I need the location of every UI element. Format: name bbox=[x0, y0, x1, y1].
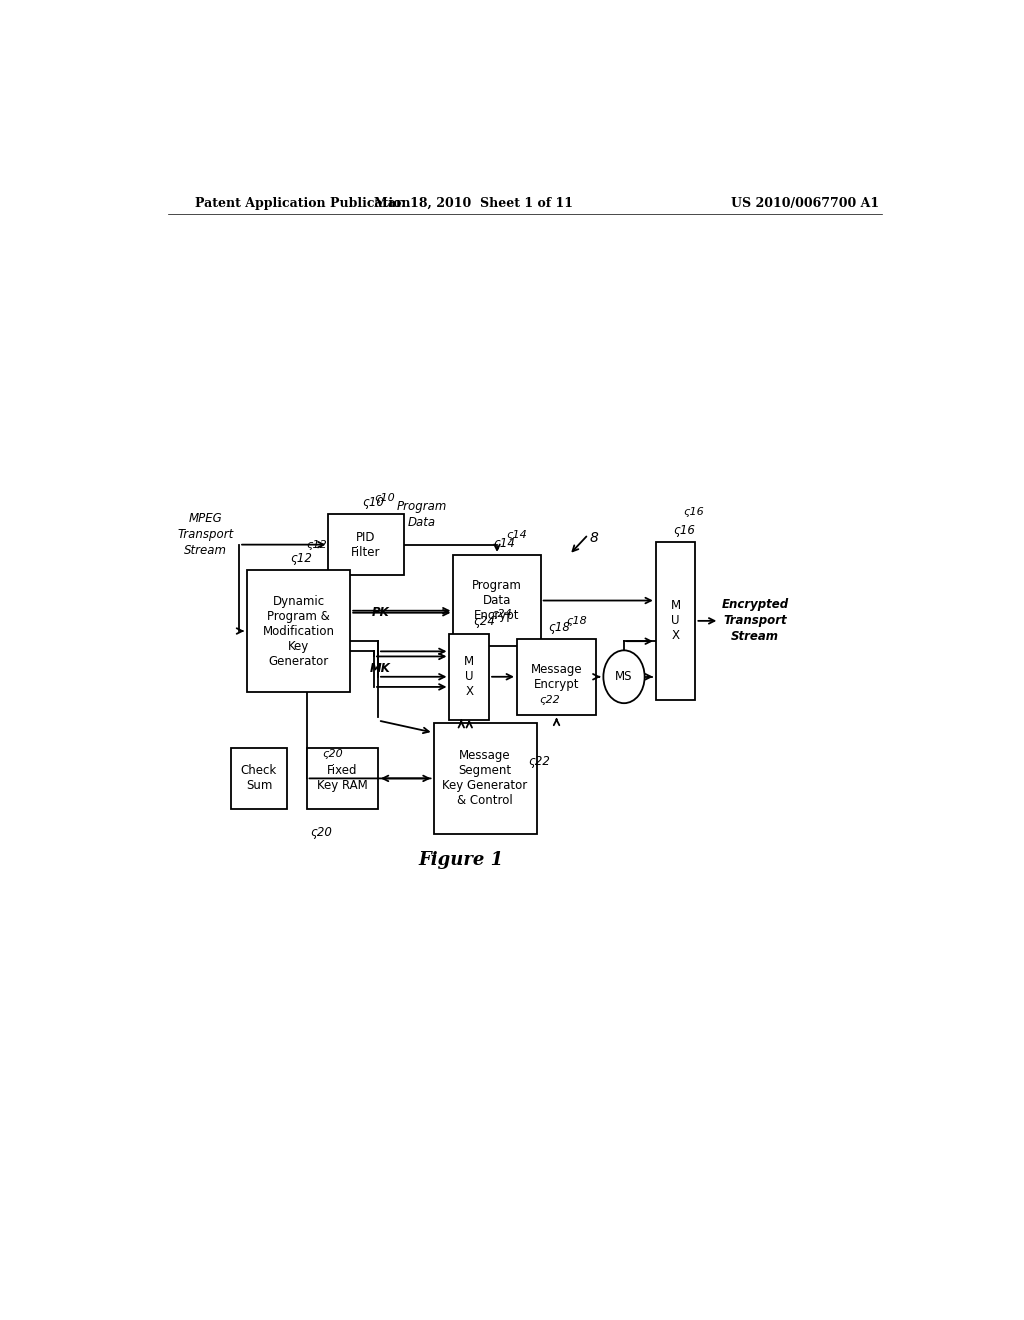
Text: ς12: ς12 bbox=[291, 552, 312, 565]
FancyBboxPatch shape bbox=[517, 639, 596, 715]
Text: PK: PK bbox=[372, 606, 389, 619]
Text: ς24: ς24 bbox=[492, 609, 512, 619]
Circle shape bbox=[603, 651, 645, 704]
Text: US 2010/0067700 A1: US 2010/0067700 A1 bbox=[731, 197, 880, 210]
Text: ς10: ς10 bbox=[374, 494, 395, 503]
Text: Check
Sum: Check Sum bbox=[241, 764, 278, 792]
Text: M
U
X: M U X bbox=[464, 655, 474, 698]
Text: ς20: ς20 bbox=[323, 750, 343, 759]
FancyBboxPatch shape bbox=[454, 554, 541, 647]
Text: ς24: ς24 bbox=[473, 615, 495, 628]
FancyBboxPatch shape bbox=[329, 515, 403, 576]
FancyBboxPatch shape bbox=[433, 722, 537, 834]
Text: Dynamic
Program &
Modification
Key
Generator: Dynamic Program & Modification Key Gener… bbox=[262, 594, 335, 668]
Text: Figure 1: Figure 1 bbox=[419, 850, 504, 869]
Text: ς14: ς14 bbox=[494, 537, 515, 549]
Text: ς18: ς18 bbox=[566, 616, 587, 626]
Text: MPEG
Transport
Stream: MPEG Transport Stream bbox=[177, 512, 233, 557]
Text: Message
Segment
Key Generator
& Control: Message Segment Key Generator & Control bbox=[442, 750, 527, 808]
Text: Encrypted
Transport
Stream: Encrypted Transport Stream bbox=[722, 598, 788, 643]
Text: ς18: ς18 bbox=[549, 620, 570, 634]
Text: ς10: ς10 bbox=[362, 496, 384, 510]
Text: ς12: ς12 bbox=[306, 540, 328, 550]
Text: ς14: ς14 bbox=[507, 529, 527, 540]
Text: MK: MK bbox=[370, 663, 391, 675]
Text: Mar. 18, 2010  Sheet 1 of 11: Mar. 18, 2010 Sheet 1 of 11 bbox=[374, 197, 572, 210]
Text: MS: MS bbox=[615, 671, 633, 684]
Text: ς16: ς16 bbox=[673, 524, 695, 537]
Text: ς20: ς20 bbox=[310, 826, 333, 840]
Text: Program
Data
Encrypt: Program Data Encrypt bbox=[472, 579, 522, 622]
Text: Patent Application Publication: Patent Application Publication bbox=[196, 197, 411, 210]
Text: Fixed
Key RAM: Fixed Key RAM bbox=[316, 764, 368, 792]
Text: M
U
X: M U X bbox=[671, 599, 681, 643]
FancyBboxPatch shape bbox=[306, 748, 378, 809]
Text: ς22: ς22 bbox=[539, 694, 560, 705]
FancyBboxPatch shape bbox=[450, 634, 489, 719]
Text: Message
Encrypt: Message Encrypt bbox=[530, 663, 583, 690]
Text: ς16: ς16 bbox=[684, 507, 705, 517]
Text: PID
Filter: PID Filter bbox=[351, 531, 381, 558]
Text: Program
Data: Program Data bbox=[396, 500, 446, 528]
FancyBboxPatch shape bbox=[655, 543, 695, 700]
FancyBboxPatch shape bbox=[231, 748, 287, 809]
FancyBboxPatch shape bbox=[247, 570, 350, 692]
Text: ς22: ς22 bbox=[528, 755, 551, 768]
Text: 8: 8 bbox=[590, 531, 598, 545]
